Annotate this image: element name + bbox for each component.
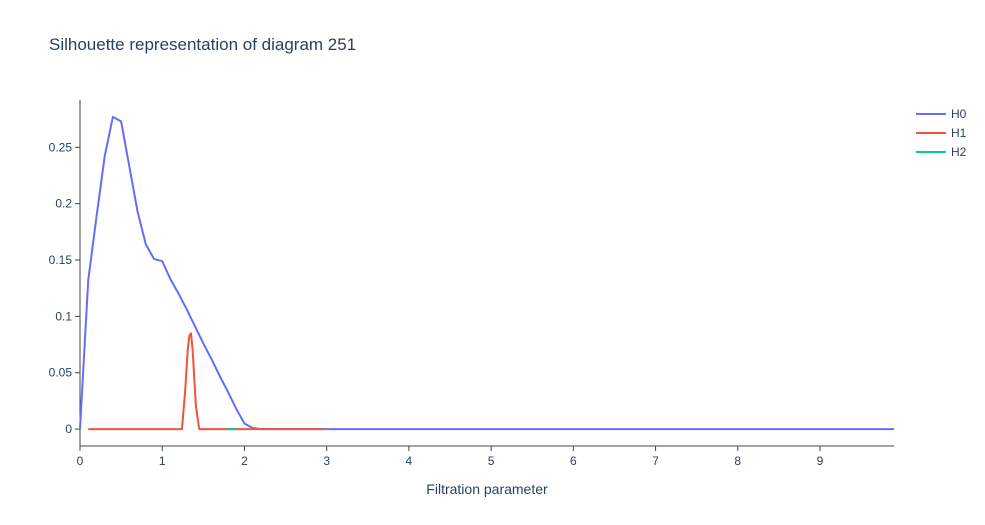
y-tick-label: 0.25 <box>49 140 73 154</box>
legend-item-h2[interactable]: H2 <box>916 145 967 159</box>
legend-item-h0[interactable]: H0 <box>916 107 967 121</box>
series-line-h0[interactable] <box>79 115 894 431</box>
y-axis: 0 0.05 0.1 0.15 0.2 0.25 <box>49 100 81 446</box>
chart-title: Silhouette representation of diagram 251 <box>49 35 356 54</box>
y-tick-label: 0.05 <box>49 366 73 380</box>
x-tick-label: 6 <box>570 454 577 468</box>
x-tick-label: 9 <box>817 454 824 468</box>
legend-label: H1 <box>951 126 967 140</box>
x-tick-label: 2 <box>241 454 248 468</box>
y-tick-label: 0 <box>65 422 72 436</box>
x-axis-title: Filtration parameter <box>426 481 548 497</box>
x-tick-label: 5 <box>488 454 495 468</box>
legend-label: H2 <box>951 145 967 159</box>
series-layer <box>79 115 894 431</box>
x-axis: 0 1 2 3 4 5 6 7 8 9 <box>77 445 894 468</box>
x-tick-label: 8 <box>734 454 741 468</box>
x-tick-label: 1 <box>159 454 166 468</box>
x-tick-label: 7 <box>652 454 659 468</box>
x-tick-label: 4 <box>406 454 413 468</box>
y-tick-label: 0.15 <box>49 253 73 267</box>
legend[interactable]: H0 H1 H2 <box>916 107 967 159</box>
x-tick-label: 3 <box>323 454 330 468</box>
y-tick-label: 0.1 <box>55 309 72 323</box>
y-tick-label: 0.2 <box>55 197 72 211</box>
legend-label: H0 <box>951 107 967 121</box>
x-tick-label: 0 <box>77 454 84 468</box>
legend-item-h1[interactable]: H1 <box>916 126 967 140</box>
